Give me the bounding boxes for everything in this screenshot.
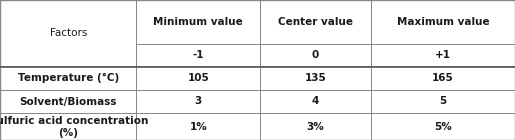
- Bar: [136, 113, 260, 140]
- Bar: [0, 90, 136, 113]
- Text: 3%: 3%: [306, 122, 324, 132]
- Bar: [136, 90, 260, 113]
- Text: 5: 5: [439, 96, 447, 107]
- Bar: [260, 113, 371, 140]
- Text: Minimum value: Minimum value: [153, 17, 243, 27]
- Text: 0: 0: [312, 50, 319, 60]
- Text: 165: 165: [432, 73, 454, 83]
- Bar: [371, 90, 515, 113]
- Bar: [371, 44, 515, 66]
- Bar: [371, 0, 515, 44]
- Bar: [0, 66, 136, 90]
- Text: 1%: 1%: [190, 122, 207, 132]
- Text: Temperature (°C): Temperature (°C): [18, 73, 119, 83]
- Text: Maximum value: Maximum value: [397, 17, 489, 27]
- Text: 5%: 5%: [434, 122, 452, 132]
- Text: 135: 135: [304, 73, 327, 83]
- Bar: [260, 90, 371, 113]
- Text: Sulfuric acid concentration
(%): Sulfuric acid concentration (%): [0, 116, 148, 137]
- Bar: [260, 0, 371, 44]
- Text: -1: -1: [193, 50, 204, 60]
- Bar: [136, 0, 260, 44]
- Text: 105: 105: [187, 73, 209, 83]
- Text: Solvent/Biomass: Solvent/Biomass: [20, 96, 117, 107]
- Text: 3: 3: [195, 96, 202, 107]
- Bar: [136, 66, 260, 90]
- Bar: [260, 44, 371, 66]
- Bar: [260, 66, 371, 90]
- Bar: [136, 44, 260, 66]
- Bar: [0, 113, 136, 140]
- Text: Factors: Factors: [49, 28, 87, 38]
- Bar: [371, 113, 515, 140]
- Text: 4: 4: [312, 96, 319, 107]
- Text: +1: +1: [435, 50, 451, 60]
- Bar: [371, 66, 515, 90]
- Text: Center value: Center value: [278, 17, 353, 27]
- Bar: [0, 0, 136, 66]
